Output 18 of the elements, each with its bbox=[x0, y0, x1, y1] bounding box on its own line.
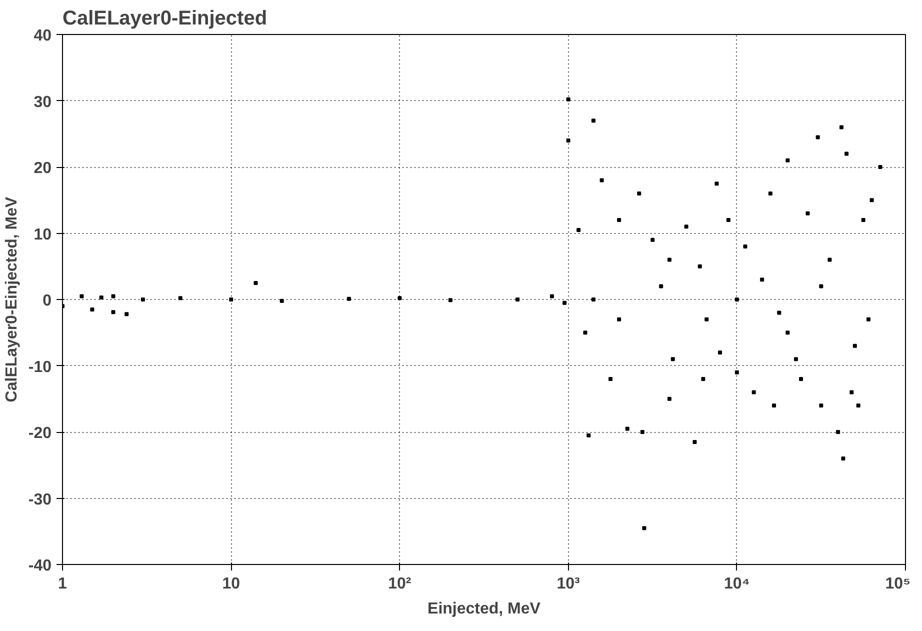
y-axis-title: CalELayer0-Einjected, MeV bbox=[3, 196, 20, 402]
y-tick-label: -30 bbox=[28, 491, 52, 508]
y-tick-label: 0 bbox=[42, 292, 52, 310]
x-tick-label: 1 bbox=[58, 576, 68, 592]
chart-title: CalELayer0-Einjected bbox=[62, 8, 268, 30]
y-tick-label: -10 bbox=[28, 358, 52, 376]
y-tick-label: 10 bbox=[34, 226, 52, 244]
x-tick-label: 10 bbox=[222, 576, 240, 592]
x-axis-title: Einjected, MeV bbox=[428, 600, 541, 618]
y-tick-label: 20 bbox=[34, 160, 52, 177]
y-tick-label: -20 bbox=[28, 425, 52, 442]
y-tick-label: -40 bbox=[28, 558, 52, 574]
x-tick-label: 10⁵ bbox=[885, 576, 910, 592]
x-tick-label: 10² bbox=[388, 576, 412, 592]
y-tick-label: 30 bbox=[34, 94, 52, 111]
x-tick-label: 10⁴ bbox=[724, 576, 750, 592]
x-tick-label: 10³ bbox=[556, 576, 580, 592]
y-tick-label: 40 bbox=[34, 28, 52, 44]
